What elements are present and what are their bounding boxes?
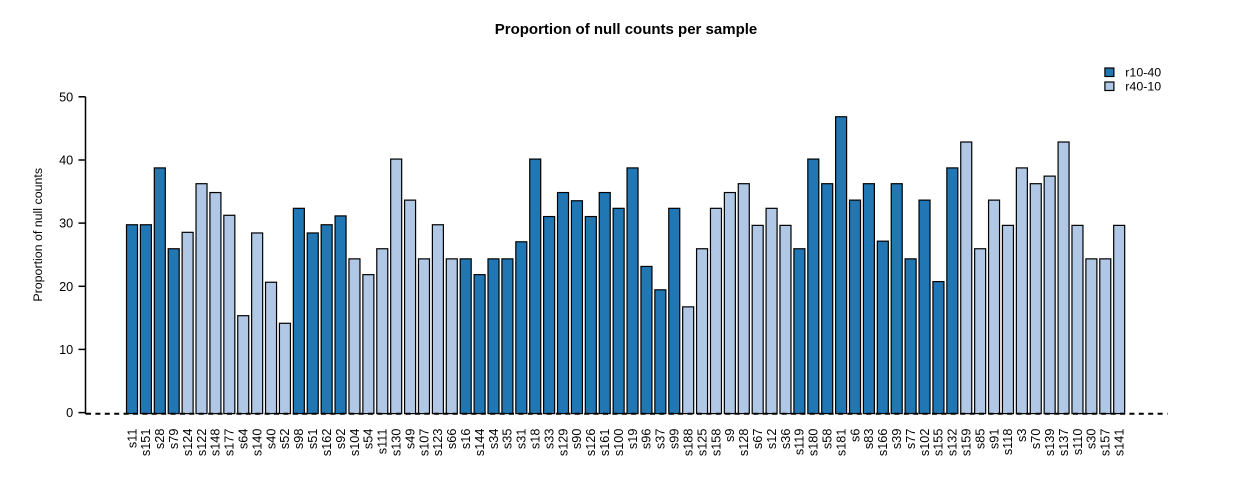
svg-text:s122: s122 [195, 429, 209, 457]
svg-text:0: 0 [66, 406, 73, 420]
svg-text:s181: s181 [834, 429, 848, 457]
svg-text:s100: s100 [612, 429, 626, 457]
svg-text:r40-10: r40-10 [1125, 80, 1161, 94]
svg-text:s123: s123 [431, 429, 445, 457]
svg-text:s3: s3 [1015, 429, 1029, 442]
svg-text:s91: s91 [987, 429, 1001, 449]
svg-text:Proportion of null counts per: Proportion of null counts per sample [495, 21, 758, 38]
svg-text:s37: s37 [654, 429, 668, 449]
svg-text:s34: s34 [487, 429, 501, 449]
svg-text:s104: s104 [348, 429, 362, 457]
svg-text:s19: s19 [626, 429, 640, 449]
svg-text:s128: s128 [737, 429, 751, 457]
svg-text:30: 30 [59, 217, 73, 231]
svg-text:s124: s124 [181, 429, 195, 457]
svg-text:s70: s70 [1029, 429, 1043, 449]
svg-text:s54: s54 [362, 429, 376, 449]
svg-text:10: 10 [59, 343, 73, 357]
svg-text:s30: s30 [1085, 429, 1099, 449]
svg-text:s139: s139 [1043, 429, 1057, 457]
svg-text:50: 50 [59, 90, 73, 104]
svg-text:s132: s132 [946, 429, 960, 457]
svg-text:s28: s28 [153, 429, 167, 449]
svg-text:s159: s159 [960, 429, 974, 457]
svg-text:s137: s137 [1057, 429, 1071, 457]
svg-text:s52: s52 [278, 429, 292, 449]
svg-text:s67: s67 [751, 429, 765, 449]
svg-text:s151: s151 [139, 429, 153, 457]
svg-text:s102: s102 [918, 429, 932, 457]
svg-text:s107: s107 [417, 429, 431, 457]
svg-text:s119: s119 [793, 429, 807, 456]
svg-text:s96: s96 [640, 429, 654, 449]
svg-text:s162: s162 [320, 429, 334, 457]
svg-text:s188: s188 [681, 429, 695, 457]
svg-text:s129: s129 [556, 429, 570, 457]
svg-text:s40: s40 [264, 429, 278, 449]
svg-text:s49: s49 [403, 429, 417, 449]
svg-text:s66: s66 [445, 429, 459, 449]
svg-text:s110: s110 [1071, 429, 1085, 456]
svg-text:s58: s58 [821, 429, 835, 449]
svg-text:s126: s126 [584, 429, 598, 457]
svg-text:s51: s51 [306, 429, 320, 449]
svg-text:s125: s125 [695, 429, 709, 457]
svg-text:r10-40: r10-40 [1125, 66, 1161, 80]
svg-text:s12: s12 [765, 429, 779, 449]
svg-text:s99: s99 [668, 429, 682, 449]
svg-text:s177: s177 [223, 429, 237, 457]
svg-text:s90: s90 [570, 429, 584, 449]
svg-text:20: 20 [59, 280, 73, 294]
svg-text:s36: s36 [779, 429, 793, 449]
svg-text:s141: s141 [1112, 429, 1126, 457]
svg-text:40: 40 [59, 154, 73, 168]
svg-text:s64: s64 [237, 429, 251, 449]
svg-text:s158: s158 [709, 429, 723, 457]
svg-text:s39: s39 [890, 429, 904, 449]
svg-text:s180: s180 [807, 429, 821, 457]
svg-text:s18: s18 [529, 429, 543, 449]
svg-text:s111: s111 [376, 429, 390, 455]
svg-text:s166: s166 [876, 429, 890, 457]
svg-text:s98: s98 [292, 429, 306, 449]
svg-text:s79: s79 [167, 429, 181, 449]
svg-text:s31: s31 [515, 429, 529, 449]
svg-text:s33: s33 [542, 429, 556, 449]
svg-text:Proportion of null counts: Proportion of null counts [31, 168, 45, 302]
svg-text:s118: s118 [1001, 429, 1015, 456]
svg-text:s92: s92 [334, 429, 348, 449]
svg-text:s148: s148 [209, 429, 223, 457]
svg-text:s161: s161 [598, 429, 612, 457]
svg-text:s157: s157 [1099, 429, 1113, 457]
svg-text:s16: s16 [459, 429, 473, 449]
svg-text:s85: s85 [973, 429, 987, 449]
svg-text:s6: s6 [848, 429, 862, 442]
svg-text:s144: s144 [473, 429, 487, 457]
svg-text:s35: s35 [501, 429, 515, 449]
svg-text:s155: s155 [932, 429, 946, 457]
svg-text:s140: s140 [250, 429, 264, 457]
svg-text:s9: s9 [723, 429, 737, 442]
svg-text:s77: s77 [904, 429, 918, 449]
svg-text:s11: s11 [125, 429, 139, 449]
svg-text:s130: s130 [389, 429, 403, 457]
svg-text:s83: s83 [862, 429, 876, 449]
